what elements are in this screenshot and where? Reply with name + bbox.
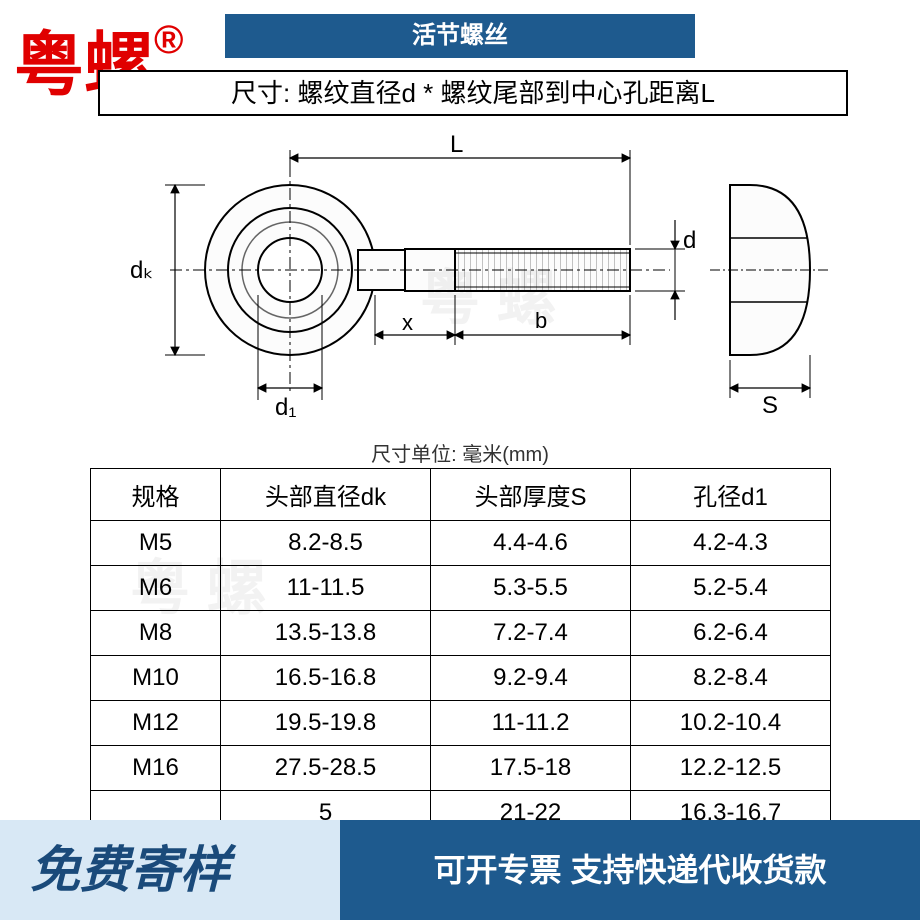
footer-right: 可开专票 支持快递代收货款 xyxy=(340,820,920,920)
registered-symbol: ® xyxy=(154,18,183,62)
table-row: M1627.5-28.517.5-1812.2-12.5 xyxy=(91,746,831,791)
header-title: 活节螺丝 xyxy=(225,14,695,58)
label-dk: dₖ xyxy=(130,257,154,284)
label-S: S xyxy=(762,392,778,419)
table-cell: 27.5-28.5 xyxy=(221,746,431,791)
label-L: L xyxy=(450,131,463,158)
label-x: x xyxy=(402,310,413,335)
subtitle-box: 尺寸: 螺纹直径d * 螺纹尾部到中心孔距离L xyxy=(98,70,848,116)
table-cell: 4.4-4.6 xyxy=(431,521,631,566)
table-cell: 11-11.5 xyxy=(221,566,431,611)
table-row: M813.5-13.87.2-7.46.2-6.4 xyxy=(91,611,831,656)
col-d1: 孔径d1 xyxy=(631,469,831,521)
label-d: d xyxy=(683,227,696,254)
table-cell: 19.5-19.8 xyxy=(221,701,431,746)
table-cell: M16 xyxy=(91,746,221,791)
label-d1: d₁ xyxy=(275,394,296,420)
table-cell: 17.5-18 xyxy=(431,746,631,791)
table-cell: 11-11.2 xyxy=(431,701,631,746)
table-row: M611-11.55.3-5.55.2-5.4 xyxy=(91,566,831,611)
table-row: M1016.5-16.89.2-9.48.2-8.4 xyxy=(91,656,831,701)
table-cell: 6.2-6.4 xyxy=(631,611,831,656)
table-cell: M12 xyxy=(91,701,221,746)
col-dk: 头部直径dk xyxy=(221,469,431,521)
table-cell: 9.2-9.4 xyxy=(431,656,631,701)
spec-table: 规格 头部直径dk 头部厚度S 孔径d1 M58.2-8.54.4-4.64.2… xyxy=(90,468,831,836)
table-cell: 5.2-5.4 xyxy=(631,566,831,611)
footer-left: 免费寄样 xyxy=(0,820,340,920)
bolt-diagram: dₖ d₁ x b L d S xyxy=(110,130,850,420)
table-cell: M8 xyxy=(91,611,221,656)
table-cell: M6 xyxy=(91,566,221,611)
col-spec: 规格 xyxy=(91,469,221,521)
table-cell: M10 xyxy=(91,656,221,701)
table-cell: 8.2-8.4 xyxy=(631,656,831,701)
unit-label: 尺寸单位: 毫米(mm) xyxy=(0,438,920,467)
table-cell: 4.2-4.3 xyxy=(631,521,831,566)
side-view xyxy=(170,165,670,395)
table-cell: 10.2-10.4 xyxy=(631,701,831,746)
label-b: b xyxy=(535,308,547,333)
end-view xyxy=(710,185,830,355)
table-row: M58.2-8.54.4-4.64.2-4.3 xyxy=(91,521,831,566)
col-s: 头部厚度S xyxy=(431,469,631,521)
table-cell: 13.5-13.8 xyxy=(221,611,431,656)
table-cell: M5 xyxy=(91,521,221,566)
table-cell: 16.5-16.8 xyxy=(221,656,431,701)
table-row: M1219.5-19.811-11.210.2-10.4 xyxy=(91,701,831,746)
table-header-row: 规格 头部直径dk 头部厚度S 孔径d1 xyxy=(91,469,831,521)
table-cell: 12.2-12.5 xyxy=(631,746,831,791)
table-cell: 7.2-7.4 xyxy=(431,611,631,656)
table-cell: 8.2-8.5 xyxy=(221,521,431,566)
table-cell: 5.3-5.5 xyxy=(431,566,631,611)
